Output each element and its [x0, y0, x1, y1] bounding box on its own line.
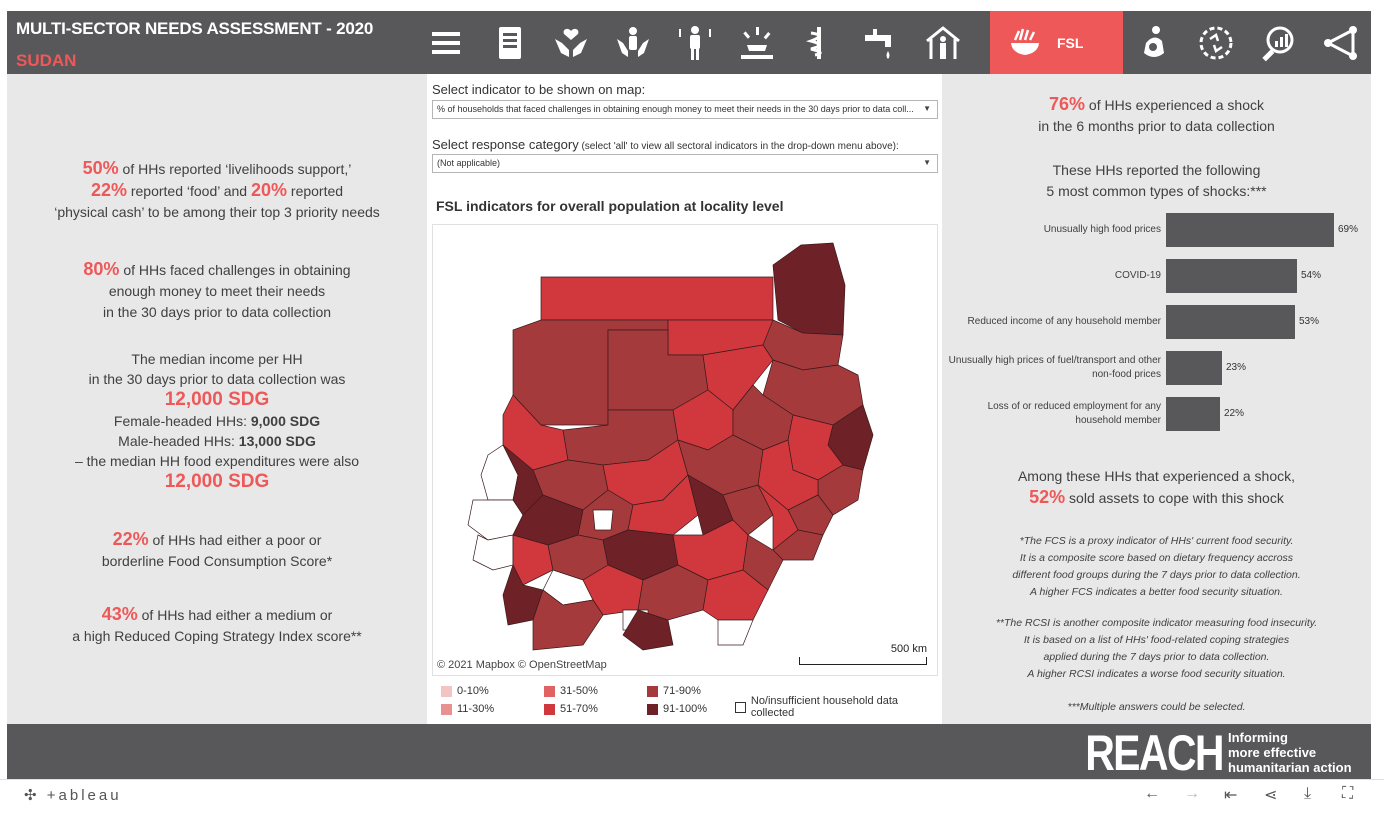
- food-bowl-icon: [996, 11, 1054, 74]
- bar-value-label: 23%: [1226, 362, 1247, 373]
- protection-icon[interactable]: [604, 11, 662, 74]
- legend-item-nodata: No/insufficient household data collected: [735, 695, 942, 719]
- map-scale-label: 500 km: [890, 643, 927, 655]
- map-title: FSL indicators for overall population at…: [436, 198, 784, 214]
- bar[interactable]: [1166, 351, 1222, 385]
- response-select-label: Select response category (select 'all' t…: [432, 137, 899, 152]
- country-subtitle: SUDAN: [16, 51, 77, 70]
- assets-stat: Among these HHs that experienced a shock…: [1017, 468, 1296, 507]
- legend-item: 91-100%: [647, 703, 707, 715]
- share-icon[interactable]: [1311, 11, 1369, 74]
- indicator-dropdown-value: % of households that faced challenges in…: [437, 104, 914, 114]
- map-region: [622, 609, 674, 651]
- shock-stat: 76% of HHs experienced a shock in the 6 …: [1038, 94, 1275, 134]
- bar-category-label: Unusually high food prices: [1043, 224, 1161, 235]
- hands-heart-icon[interactable]: [542, 11, 600, 74]
- bar-value-label: 53%: [1299, 316, 1320, 327]
- map-region: [512, 534, 554, 586]
- header-bar: MULTI-SECTOR NEEDS ASSESSMENT - 2020 SUD…: [7, 11, 1371, 74]
- chevron-down-icon: ▼: [923, 104, 931, 113]
- share-toolbar-icon[interactable]: ⋖: [1264, 787, 1278, 804]
- footer-bar: REACH Informing more effective humanitaria…: [7, 724, 1371, 779]
- undo-icon[interactable]: ←: [1144, 785, 1160, 802]
- chevron-down-icon: ▼: [923, 158, 931, 167]
- map-region: [772, 529, 824, 561]
- right-shocks-panel: 76% of HHs experienced a shock in the 6 …: [942, 74, 1371, 724]
- tableau-mark-icon: ✣: [24, 787, 40, 804]
- map-region: [532, 589, 604, 651]
- legend-item: 11-30%: [441, 703, 494, 715]
- response-dropdown[interactable]: (Not applicable) ▼: [432, 154, 938, 173]
- bar[interactable]: [1166, 213, 1334, 247]
- legend-swatch: [544, 703, 555, 715]
- map-region-nodata: [717, 619, 754, 646]
- indicator-dropdown[interactable]: % of households that faced challenges in…: [432, 100, 938, 119]
- house-person-icon[interactable]: [914, 11, 972, 74]
- shelter-light-icon[interactable]: [728, 11, 786, 74]
- redo-icon[interactable]: →: [1184, 785, 1200, 802]
- map-scale-bar: [799, 657, 927, 665]
- water-tap-icon[interactable]: [852, 11, 910, 74]
- bar-value-label: 69%: [1338, 224, 1359, 235]
- shock-types-heading: These HHs reported the following 5 most …: [1046, 162, 1267, 199]
- map-region: [772, 242, 846, 336]
- reach-tagline: Informing more effective humanitarian acti…: [1228, 730, 1352, 775]
- response-dropdown-value: (Not applicable): [437, 158, 501, 168]
- money-challenges-stat: 80% of HHs faced challenges in obtaining…: [83, 259, 351, 320]
- map-region-nodata: [592, 509, 614, 531]
- search-chart-icon[interactable]: [1249, 11, 1307, 74]
- legend-swatch: [544, 685, 555, 697]
- revert-icon[interactable]: ⇤: [1224, 787, 1238, 804]
- tableau-toolbar: ✣ +ableau ← → ⇤ ⋖ ⤓ ⛶: [0, 779, 1384, 814]
- download-icon[interactable]: ⤓: [1304, 785, 1312, 802]
- bar-value-label: 22%: [1224, 408, 1245, 419]
- legend-swatch: [441, 703, 452, 715]
- document-icon[interactable]: [480, 11, 538, 74]
- legend-item: 0-10%: [441, 685, 489, 697]
- bar-category-label: COVID-19: [1114, 270, 1161, 281]
- sudan-locality-map[interactable]: © 2021 Mapbox © OpenStreetMap 500 km: [432, 224, 938, 676]
- median-income-stat: The median income per HH in the 30 days …: [74, 351, 360, 492]
- map-region: [540, 276, 774, 321]
- rcsi-footnote: **The RCSI is another composite indicato…: [995, 617, 1318, 680]
- page-title: MULTI-SECTOR NEEDS ASSESSMENT - 2020: [16, 19, 374, 38]
- recycle-icon[interactable]: [1187, 11, 1245, 74]
- bar[interactable]: [1166, 397, 1220, 431]
- map-panel: Select indicator to be shown on map: % o…: [427, 74, 942, 724]
- bar-category-label: Loss of or reduced employment for any hou…: [987, 401, 1161, 426]
- bar-value-label: 54%: [1301, 270, 1322, 281]
- legend-swatch: [647, 685, 658, 697]
- bar[interactable]: [1166, 259, 1297, 293]
- indicator-select-label: Select indicator to be shown on map:: [432, 82, 646, 97]
- legend-swatch: [647, 703, 658, 715]
- legend-item: 71-90%: [647, 685, 701, 697]
- fullscreen-icon[interactable]: ⛶: [1342, 785, 1354, 802]
- priority-needs-stat: 50% of HHs reported ‘livelihoods support…: [54, 158, 380, 220]
- legend-swatch: [441, 685, 452, 697]
- rcsi-stat: 43% of HHs had either a medium or a high…: [72, 604, 362, 644]
- medicine-icon[interactable]: [790, 11, 848, 74]
- menu-icon[interactable]: [417, 11, 475, 74]
- bar-category-label: Unusually high prices of fuel/transport …: [948, 355, 1161, 380]
- nutrition-icon[interactable]: [1125, 11, 1183, 74]
- left-key-figures-panel: 50% of HHs reported ‘livelihoods support…: [7, 74, 427, 724]
- sudan-map-svg: [467, 242, 874, 651]
- map-region-nodata: [472, 534, 514, 571]
- tab-fsl-label: FSL: [1057, 35, 1084, 51]
- tab-fsl[interactable]: FSL: [990, 11, 1123, 74]
- bar[interactable]: [1166, 305, 1295, 339]
- bar-category-label: Reduced income of any household member: [967, 316, 1161, 327]
- multiple-answers-footnote: ***Multiple answers could be selected.: [1067, 701, 1246, 713]
- legend-item: 31-50%: [544, 685, 598, 697]
- map-credit: © 2021 Mapbox © OpenStreetMap: [437, 659, 607, 671]
- tableau-logo[interactable]: ✣ +ableau: [24, 787, 122, 804]
- reach-logo: REACH: [1085, 725, 1224, 781]
- health-icon[interactable]: [666, 11, 724, 74]
- legend-swatch: [735, 701, 746, 713]
- legend-item: 51-70%: [544, 703, 598, 715]
- fcs-footnote: *The FCS is a proxy indicator of HHs' cu…: [1012, 535, 1301, 598]
- map-region: [742, 534, 784, 591]
- fcs-stat: 22% of HHs had either a poor or borderli…: [101, 529, 333, 569]
